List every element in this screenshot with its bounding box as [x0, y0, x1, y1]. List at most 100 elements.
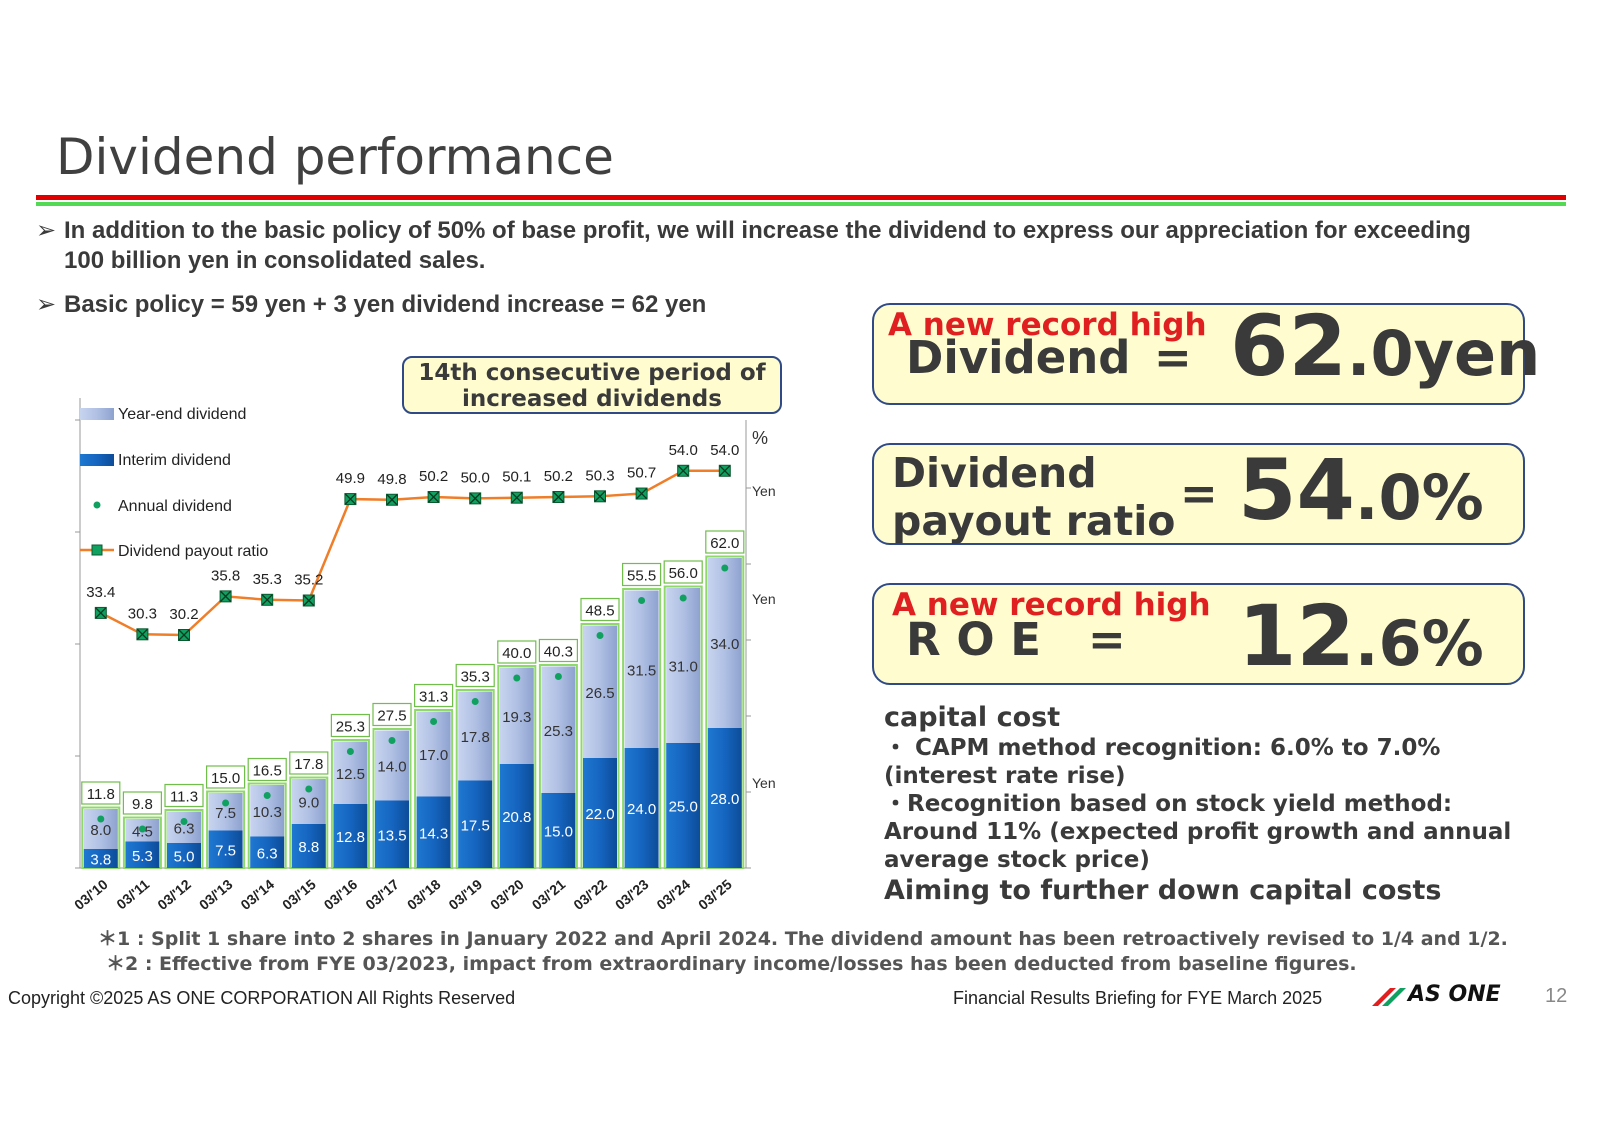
annual-dividend-dot	[679, 594, 687, 602]
yearend-bar	[624, 590, 659, 748]
interim-value-label: 25.0	[669, 799, 698, 816]
annual-value-label: 56.0	[669, 565, 698, 582]
yearend-bar	[583, 625, 617, 758]
capital-cost-line: Around 11% (expected profit growth and a…	[884, 819, 1512, 845]
payout-value-int: 54	[1238, 441, 1355, 539]
yearend-bar	[707, 558, 742, 728]
payout-value-label: 50.3	[585, 467, 614, 484]
capital-cost-heading: capital cost	[884, 702, 1061, 733]
annual-value-box	[414, 683, 454, 708]
x-tick-label: 03/'11	[113, 876, 152, 913]
annual-value-label: 9.8	[132, 796, 153, 813]
payout-value-label: 49.8	[377, 471, 406, 488]
roe-record-label: A new record high	[892, 587, 1211, 623]
yearend-value-label: 34.0	[710, 636, 739, 653]
briefing-title: Financial Results Briefing for FYE March…	[953, 988, 1323, 1008]
annual-dividend-dot	[97, 815, 105, 823]
annual-value-label: 55.5	[627, 568, 656, 585]
capital-cost-line: average stock price)	[884, 847, 1150, 873]
dividend-value-int: 62	[1230, 297, 1347, 395]
annual-value-label: 62.0	[710, 535, 739, 552]
payout-value-label: 50.1	[502, 469, 531, 486]
legend-payout-label: Dividend payout ratio	[118, 543, 268, 560]
payout-value-label: 30.3	[128, 605, 157, 622]
payout-marker-cross	[344, 493, 356, 505]
x-tick-label: 03/'20	[487, 876, 527, 913]
consecutive-increase-callout: 14th consecutive period of increased div…	[402, 356, 782, 414]
yearend-value-label: 26.5	[585, 685, 614, 702]
interim-bar	[83, 849, 118, 868]
annual-value-box	[206, 765, 246, 789]
yearend-value-label: 17.8	[461, 729, 490, 746]
arrow-bullet-icon: ➢	[36, 291, 57, 318]
dividend-value-dec: .0yen	[1346, 317, 1541, 390]
bullet-policy: ➢ In addition to the basic policy of 50% …	[36, 216, 1536, 276]
payout-value-label: 50.2	[419, 468, 448, 485]
interim-bar	[666, 743, 701, 868]
interim-bar	[624, 748, 659, 868]
unit-label-yen: Yen	[752, 775, 776, 791]
interim-bar	[291, 824, 326, 868]
unit-label-percent: %	[752, 428, 768, 448]
payout-value: 54.0%	[1238, 441, 1484, 539]
company-logo: AS ONE	[1372, 982, 1532, 1010]
yearend-value-label: 31.0	[669, 659, 698, 676]
annual-value-box	[455, 663, 495, 688]
roe-value-int: 12	[1238, 587, 1355, 685]
payout-value-label: 33.4	[86, 584, 115, 601]
yearend-bar	[167, 811, 201, 843]
roe-card: A new record high R O E = 12.6%	[872, 583, 1525, 685]
annual-dividend-dot	[596, 632, 604, 639]
annual-value-box	[497, 640, 537, 664]
annual-dividend-dot	[721, 564, 729, 572]
roe-value: 12.6%	[1238, 587, 1484, 685]
bullet-basic-policy-text: Basic policy = 59 yen + 3 yen dividend i…	[64, 291, 707, 318]
annual-value-label: 11.8	[87, 786, 115, 803]
roe-value-dec: .6%	[1354, 607, 1484, 680]
dividend-chart: 3.88.011.803/'105.34.59.803/'115.06.311.…	[71, 398, 776, 913]
annual-value-box	[538, 638, 579, 663]
title-rule-red	[36, 195, 1566, 200]
yearend-value-label: 17.0	[419, 747, 448, 764]
interim-bar	[707, 728, 742, 868]
interim-value-label: 15.0	[544, 824, 573, 841]
footnote-2: ＊2 : Effective from FYE 03/2023, impact …	[106, 953, 1357, 975]
annual-value-box	[663, 560, 703, 584]
payout-marker-cross	[428, 491, 440, 503]
interim-value-label: 13.5	[377, 827, 406, 844]
annual-value-label: 25.3	[336, 719, 365, 736]
annual-value-label: 16.5	[253, 763, 282, 780]
interim-bar	[541, 793, 576, 868]
annual-value-box	[81, 781, 121, 805]
annual-dividend-dot	[138, 825, 146, 833]
payout-value-label: 35.2	[294, 572, 323, 589]
interim-value-label: 14.3	[419, 825, 448, 842]
payout-marker-cross	[261, 594, 273, 606]
x-tick-label: 03/'14	[237, 876, 277, 913]
logo-text: AS ONE	[1408, 982, 1501, 1007]
annual-value-label: 27.5	[377, 708, 406, 725]
x-tick-label: 03/'16	[321, 876, 361, 913]
logo-mark-icon	[1372, 988, 1406, 1006]
annual-value-label: 40.0	[502, 645, 531, 662]
roe-label: R O E	[906, 613, 1041, 666]
x-tick-label: 03/'13	[196, 876, 236, 913]
payout-value-label: 35.3	[253, 571, 282, 588]
payout-value-dec: .0%	[1354, 461, 1484, 534]
annual-dividend-dot	[388, 737, 396, 744]
x-tick-label: 03/'18	[404, 876, 444, 913]
x-tick-label: 03/'15	[279, 876, 319, 913]
interim-value-label: 12.8	[336, 829, 365, 846]
payout-value-label: 30.2	[169, 606, 198, 623]
annual-dividend-dot	[222, 799, 230, 807]
payout-marker-cross	[719, 465, 731, 477]
payout-marker-cross	[178, 629, 190, 641]
capital-cost-line: (interest rate rise)	[884, 763, 1126, 789]
page-title: Dividend performance	[56, 128, 614, 186]
annual-value-box	[372, 702, 412, 727]
payout-value-label: 54.0	[710, 442, 739, 459]
payout-marker-cross	[552, 491, 564, 503]
callout-line1: 14th consecutive period of	[418, 360, 766, 386]
interim-value-label: 28.0	[710, 791, 739, 808]
payout-marker-cross	[136, 628, 148, 640]
